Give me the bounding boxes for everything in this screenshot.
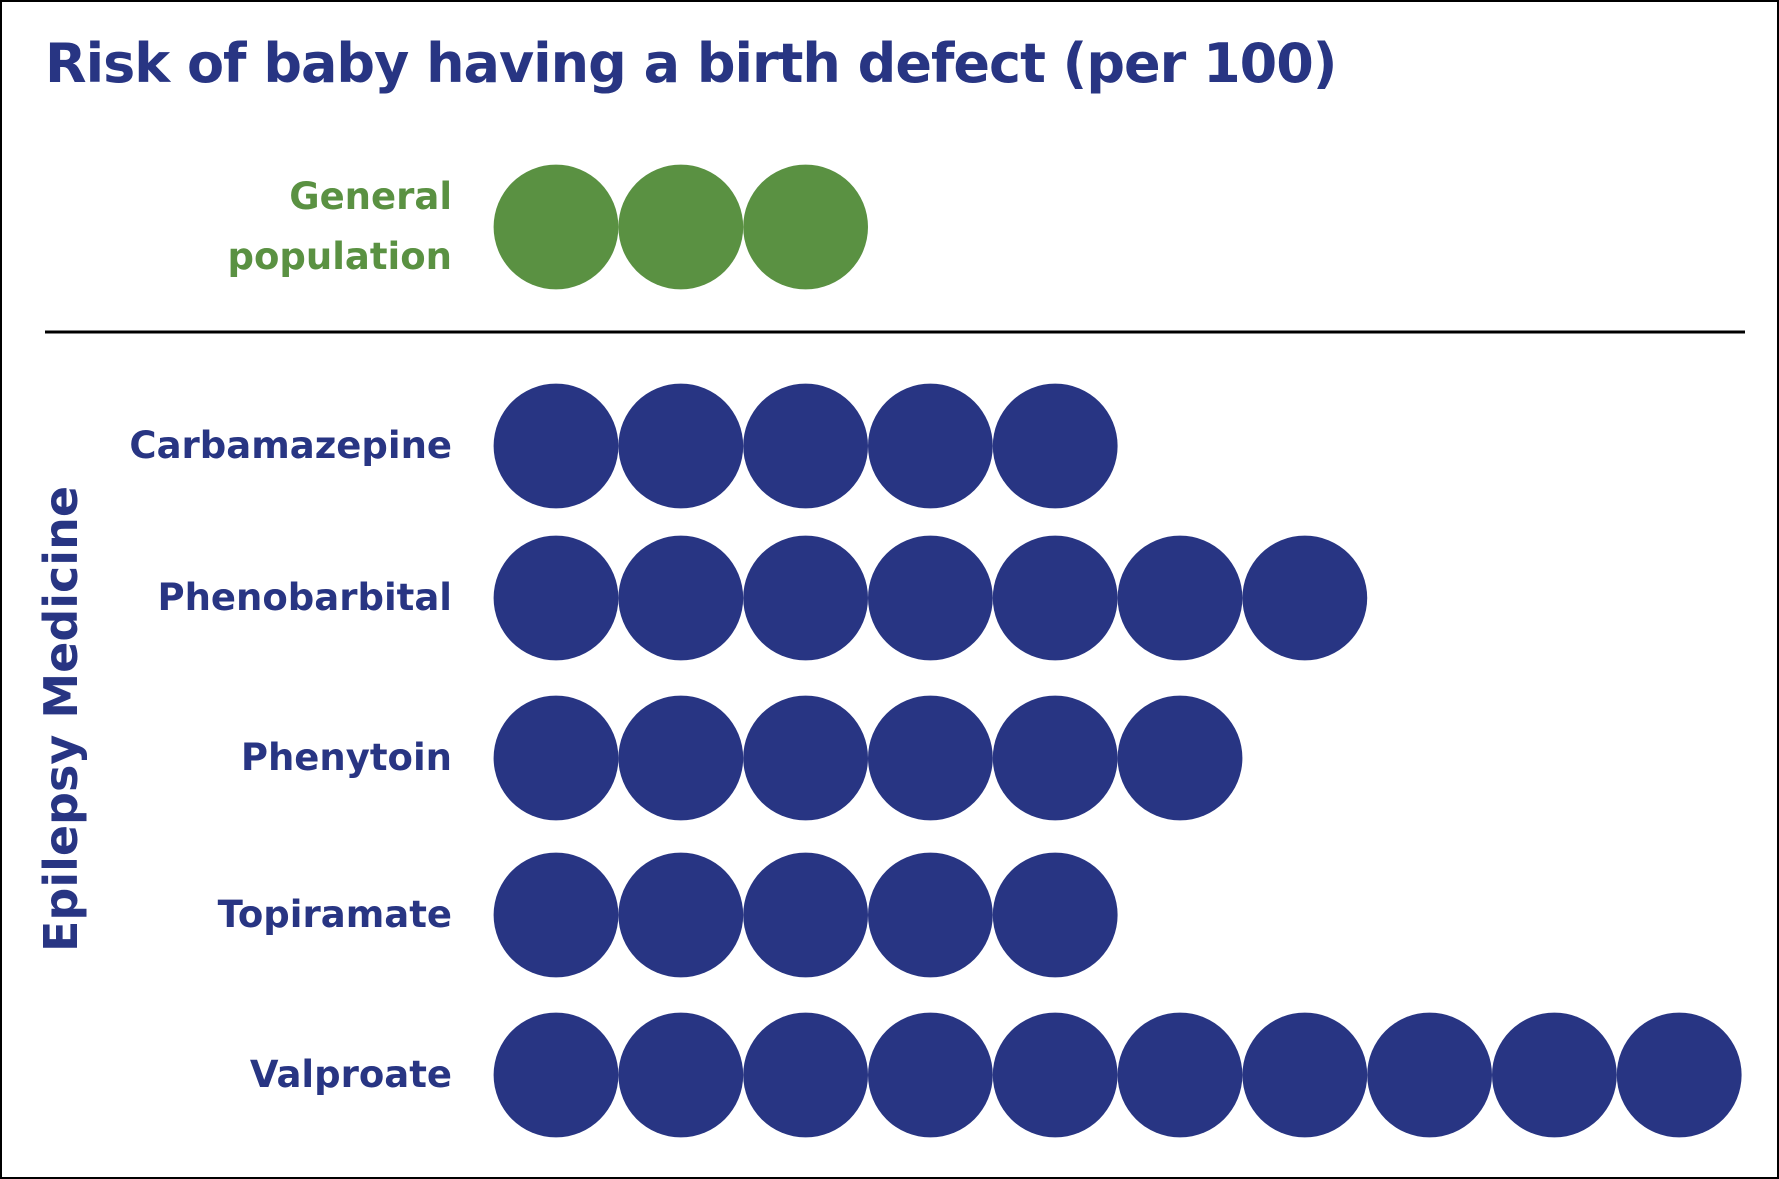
icon-dot	[493, 535, 619, 661]
icon-dot	[618, 383, 744, 509]
category-label: Carbamazepine	[129, 424, 452, 467]
icon-dot	[868, 383, 993, 509]
icon-dot	[618, 852, 744, 978]
icon-dot	[868, 535, 993, 661]
icon-dot	[868, 695, 993, 821]
icon-dot	[1367, 1012, 1492, 1138]
icon-dot	[743, 535, 868, 661]
icon-dot	[493, 164, 619, 290]
icon-dot	[743, 695, 868, 821]
icon-dot	[618, 1012, 744, 1138]
icon-dot	[618, 695, 744, 821]
icon-dot	[743, 1012, 868, 1138]
icon-dot	[1242, 1012, 1368, 1138]
category-label: Phenytoin	[240, 736, 452, 779]
icon-dot	[992, 695, 1118, 821]
group-label: Epilepsy Medicine	[34, 485, 88, 953]
icon-dot	[493, 1012, 619, 1138]
icon-dot	[992, 852, 1118, 978]
icon-dot	[992, 383, 1118, 509]
icon-dot	[1616, 1012, 1742, 1138]
icon-dot	[1492, 1012, 1617, 1138]
icon-dot	[743, 164, 868, 290]
icon-dot	[1117, 1012, 1243, 1138]
icon-dot	[493, 852, 619, 978]
icon-dot	[618, 535, 744, 661]
icon-dot	[493, 383, 619, 509]
icon-dot	[493, 695, 619, 821]
icon-dot	[1117, 535, 1243, 661]
icon-dot	[1242, 535, 1368, 661]
category-label: Phenobarbital	[157, 576, 452, 619]
icon-dot	[743, 383, 868, 509]
icon-dot	[992, 1012, 1118, 1138]
category-label: Valproate	[249, 1053, 452, 1096]
icon-dot	[743, 852, 868, 978]
icon-dot	[992, 535, 1118, 661]
category-label: Topiramate	[217, 893, 452, 936]
icon-dot	[618, 164, 744, 290]
category-label: General population	[227, 175, 452, 278]
icon-dot	[868, 1012, 993, 1138]
icon-dot	[1117, 695, 1243, 821]
chart-title: Risk of baby having a birth defect (per …	[45, 32, 1337, 95]
icon-dot	[868, 852, 993, 978]
